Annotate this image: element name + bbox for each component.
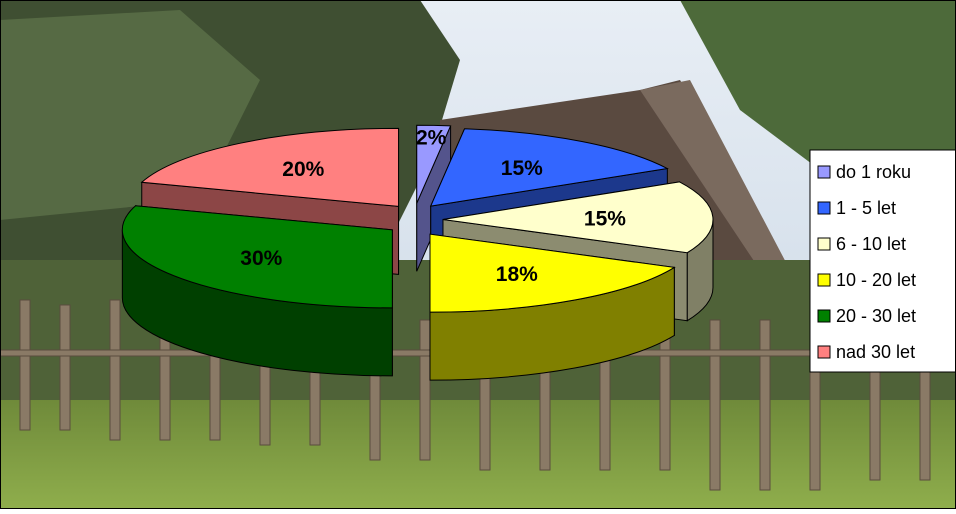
legend-label: do 1 roku — [836, 162, 911, 182]
legend: do 1 roku 1 - 5 let 6 - 10 let 10 - 20 let 2… — [817, 162, 916, 362]
data-label: 15% — [501, 157, 543, 180]
data-label: 18% — [496, 263, 538, 286]
pie: 2% 15% 15% 18% 30% 20% — [121, 124, 714, 381]
legend-swatch — [817, 201, 831, 215]
slice — [121, 205, 393, 309]
legend-swatch — [817, 309, 831, 323]
slice — [429, 233, 676, 313]
legend-label: 6 - 10 let — [836, 234, 906, 254]
legend-swatch — [817, 165, 831, 179]
slice — [429, 128, 669, 207]
slice — [442, 181, 714, 254]
legend-label: 1 - 5 let — [836, 198, 896, 218]
legend-swatch — [817, 273, 831, 287]
legend-box — [809, 149, 956, 373]
data-label: 15% — [584, 208, 626, 231]
legend-swatch — [817, 237, 831, 251]
data-label: 20% — [282, 158, 324, 181]
legend-swatch — [817, 345, 831, 359]
data-label: 2% — [416, 127, 447, 150]
slice — [140, 127, 400, 207]
legend-label: 20 - 30 let — [836, 306, 916, 326]
legend-label: 10 - 20 let — [836, 270, 916, 290]
legend-label: nad 30 let — [836, 342, 915, 362]
data-label: 30% — [240, 247, 282, 270]
slice — [416, 124, 452, 204]
